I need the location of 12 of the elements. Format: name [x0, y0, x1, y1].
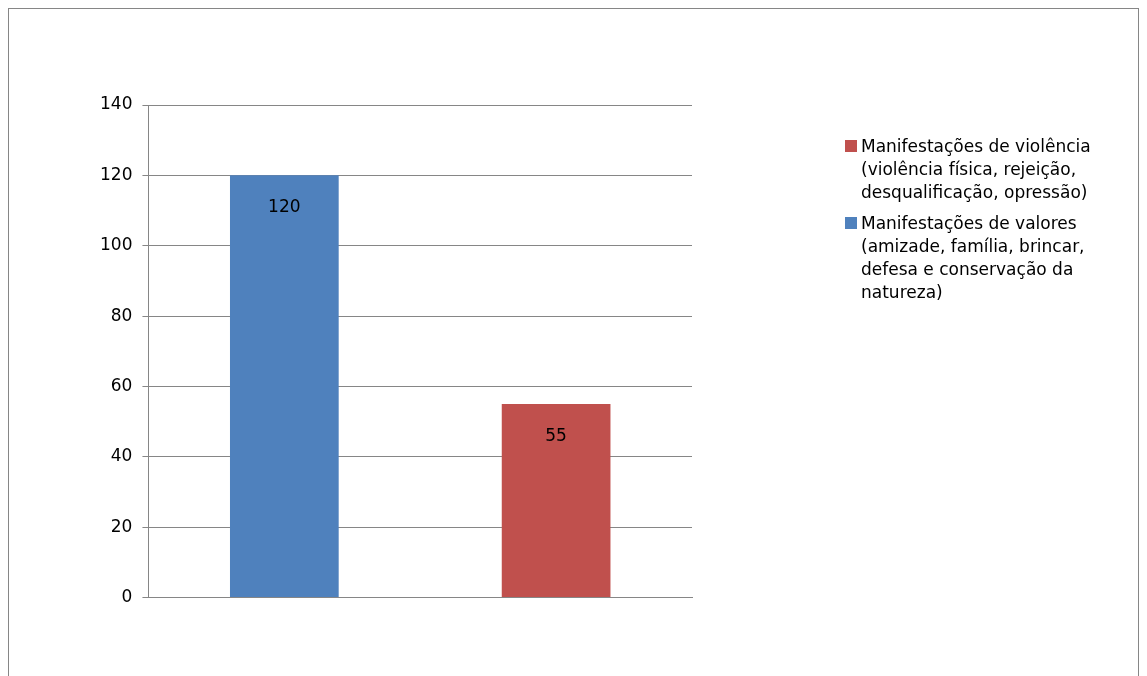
- y-tick-label: 100: [99, 234, 133, 255]
- y-tick-label: 140: [99, 93, 133, 114]
- legend-label: Manifestações de valores (amizade, família, brincar, defesa e conservação da natureza): [861, 212, 1086, 304]
- y-tick-label: 80: [110, 304, 133, 325]
- y-tick-label: 20: [110, 515, 133, 536]
- y-tick-label: 120: [99, 163, 133, 184]
- data-label: 120: [268, 195, 301, 216]
- legend-label: Manifestações de violência (violência física, rejeição, desqualificação, opressão): [861, 135, 1092, 204]
- y-tick-label: 0: [121, 586, 133, 607]
- y-tick-label: 60: [110, 374, 133, 395]
- data-label: 55: [545, 424, 567, 445]
- y-tick-label: 40: [110, 445, 133, 466]
